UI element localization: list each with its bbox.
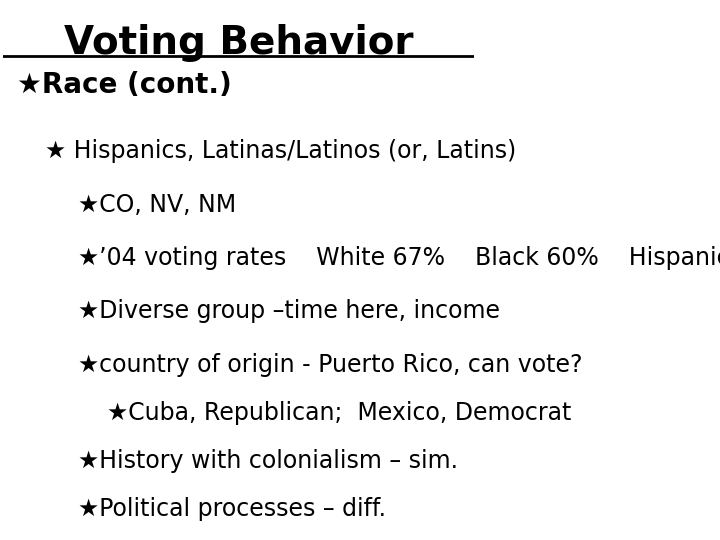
Text: ★country of origin - Puerto Rico, can vote?: ★country of origin - Puerto Rico, can vo… <box>78 353 582 377</box>
Text: ★CO, NV, NM: ★CO, NV, NM <box>78 193 236 217</box>
Text: ★History with colonialism – sim.: ★History with colonialism – sim. <box>78 449 458 473</box>
Text: ★ Hispanics, Latinas/Latinos (or, Latins): ★ Hispanics, Latinas/Latinos (or, Latins… <box>45 139 516 163</box>
Text: ★Political processes – diff.: ★Political processes – diff. <box>78 497 386 521</box>
Text: ★Diverse group –time here, income: ★Diverse group –time here, income <box>78 300 500 323</box>
Text: ★’04 voting rates    White 67%    Black 60%    Hispanic 44%: ★’04 voting rates White 67% Black 60% Hi… <box>78 246 720 270</box>
Text: ★Cuba, Republican;  Mexico, Democrat: ★Cuba, Republican; Mexico, Democrat <box>107 401 571 425</box>
Text: Voting Behavior: Voting Behavior <box>64 24 413 62</box>
Text: ★Race (cont.): ★Race (cont.) <box>17 71 232 99</box>
